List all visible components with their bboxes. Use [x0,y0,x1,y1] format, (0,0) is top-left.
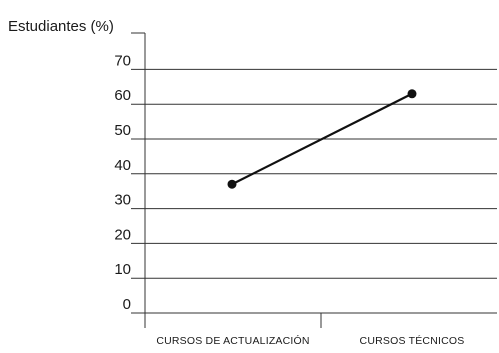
series [227,89,417,189]
gridlines [131,68,497,314]
y-tick-label-20: 20 [114,226,131,243]
y-tick-label-10: 10 [114,261,131,278]
y-tick-label-0: 0 [123,296,131,313]
y-tick-label-70: 70 [114,52,131,69]
x-category-label-1: CURSOS TÉCNICOS [360,334,465,347]
y-tick-labels: 0 10 20 30 40 50 60 70 [114,52,131,313]
data-point-0-1 [407,89,417,99]
y-tick-label-30: 30 [114,192,131,209]
data-point-0-0 [227,179,237,189]
y-tick-label-50: 50 [114,122,131,139]
x-category-labels: CURSOS DE ACTUALIZACIÓN CURSOS TÉCNICOS [156,334,464,347]
x-category-label-0: CURSOS DE ACTUALIZACIÓN [156,334,309,347]
series-line-0 [231,92,413,186]
y-tick-label-60: 60 [114,87,131,104]
y-axis-title: Estudiantes (%) [8,18,114,35]
axes [131,32,322,328]
y-tick-label-40: 40 [114,157,131,174]
